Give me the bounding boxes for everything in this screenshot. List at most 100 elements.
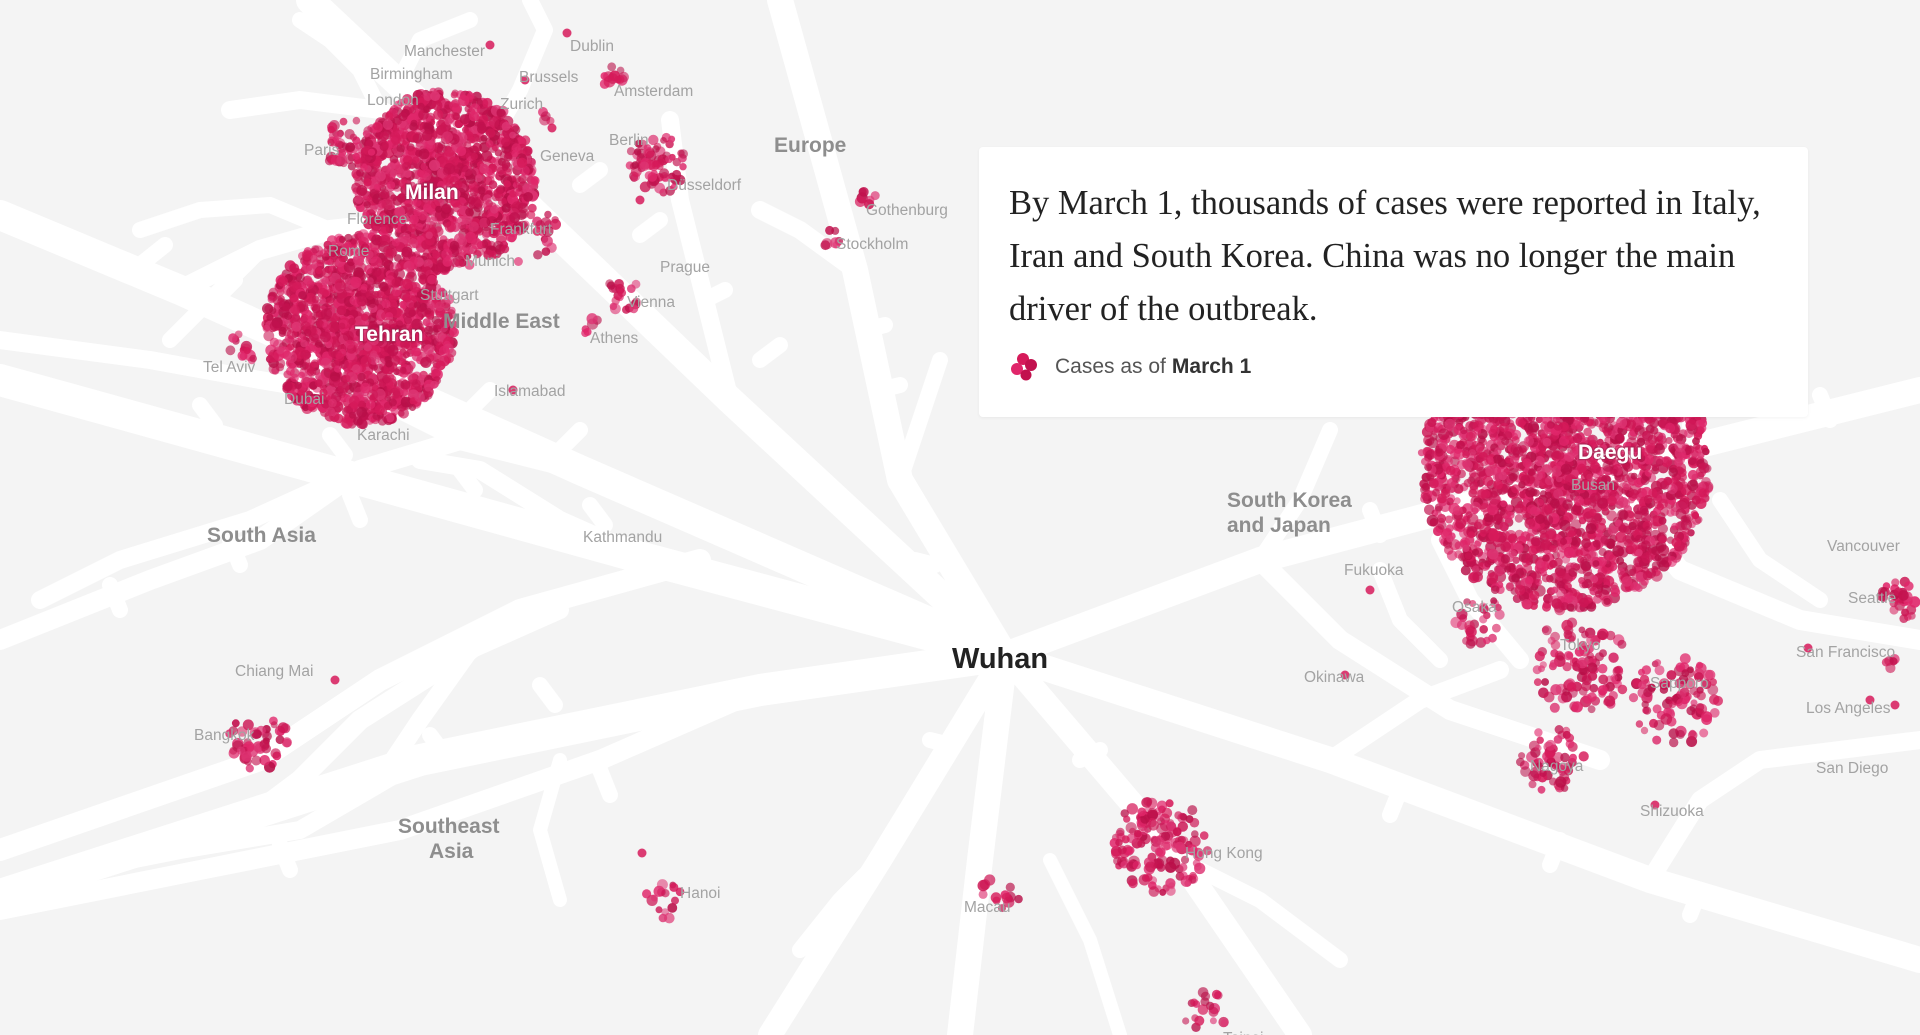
case-dot xyxy=(401,131,409,140)
case-dot xyxy=(414,391,426,403)
case-dot xyxy=(311,245,320,254)
case-dot xyxy=(421,130,433,141)
case-dot xyxy=(491,193,500,202)
case-dot xyxy=(282,381,293,392)
case-dot xyxy=(475,174,483,182)
case-dot xyxy=(458,95,470,107)
case-dot xyxy=(342,374,351,383)
case-dot xyxy=(379,234,391,246)
case-dot xyxy=(360,283,368,291)
case-dot xyxy=(412,133,423,144)
case-dot xyxy=(357,372,366,382)
case-dot xyxy=(326,407,336,417)
case-dot xyxy=(428,159,441,171)
case-dot xyxy=(441,131,453,143)
case-dot xyxy=(1655,458,1664,467)
case-dot xyxy=(430,91,441,102)
case-dot xyxy=(407,148,416,156)
case-dot xyxy=(300,339,308,348)
case-dot xyxy=(423,121,435,132)
case-dot xyxy=(456,146,467,157)
case-dot xyxy=(349,395,360,407)
case-dot xyxy=(423,259,434,269)
case-dot xyxy=(321,267,333,278)
case-dot xyxy=(1422,492,1431,502)
case-dot xyxy=(1417,449,1426,457)
case-dot xyxy=(1632,518,1640,526)
case-dot xyxy=(1477,446,1489,458)
case-dot xyxy=(1504,515,1513,524)
case-dot xyxy=(1603,597,1611,606)
case-dot xyxy=(443,163,456,175)
case-dot xyxy=(371,290,380,299)
case-dot xyxy=(509,131,517,139)
case-dot xyxy=(1702,447,1710,456)
case-dot xyxy=(341,415,350,423)
case-dot xyxy=(1687,469,1699,481)
case-dot xyxy=(465,246,474,255)
case-dot xyxy=(387,214,396,224)
case-dot xyxy=(398,112,408,122)
case-dot xyxy=(338,322,346,330)
case-dot xyxy=(368,300,377,309)
case-dot xyxy=(501,121,511,131)
case-dot xyxy=(291,321,302,332)
case-dot xyxy=(418,148,430,160)
case-dot xyxy=(477,186,486,195)
case-dot xyxy=(363,201,371,209)
case-dot xyxy=(1462,450,1470,459)
case-dot xyxy=(1481,489,1490,498)
case-dot xyxy=(1471,548,1480,556)
case-dot xyxy=(386,248,394,257)
case-dot xyxy=(315,267,323,275)
case-dot xyxy=(373,183,381,191)
case-dot xyxy=(383,376,391,384)
case-dot xyxy=(419,273,427,280)
case-dot xyxy=(1616,556,1625,565)
case-dot xyxy=(277,297,286,306)
case-dot xyxy=(1462,460,1473,471)
case-dot xyxy=(356,406,368,418)
case-dot xyxy=(1536,498,1544,506)
case-dot xyxy=(437,181,446,189)
case-dot xyxy=(290,304,300,315)
case-dot xyxy=(423,105,431,113)
case-dot xyxy=(1424,504,1435,516)
case-dot xyxy=(393,100,403,110)
case-dot xyxy=(530,176,540,186)
case-dot xyxy=(357,229,370,241)
case-dot xyxy=(1685,419,1697,431)
case-dot xyxy=(325,297,335,307)
case-dot xyxy=(371,266,382,277)
case-dot xyxy=(477,124,487,134)
case-dot xyxy=(378,188,389,199)
case-dot xyxy=(1511,573,1520,583)
case-dot xyxy=(409,214,419,225)
case-dot xyxy=(354,195,364,204)
case-dot xyxy=(1698,418,1708,428)
case-dot xyxy=(310,359,320,368)
case-dot xyxy=(490,205,499,214)
case-dot xyxy=(290,373,299,383)
case-dot xyxy=(400,379,411,390)
case-dot xyxy=(345,339,355,349)
case-dot xyxy=(411,347,421,357)
case-dot xyxy=(384,356,392,364)
case-dot xyxy=(401,246,413,258)
case-dot xyxy=(1514,514,1524,523)
case-dot xyxy=(320,357,332,369)
case-dot xyxy=(483,249,494,261)
case-dot xyxy=(370,350,378,358)
case-dot xyxy=(1568,441,1576,450)
case-dot xyxy=(482,97,493,109)
case-dot xyxy=(1479,457,1489,467)
case-dot xyxy=(392,195,403,206)
case-dot xyxy=(335,352,345,362)
case-dot xyxy=(1527,526,1538,537)
case-dot xyxy=(1607,525,1618,536)
case-dot xyxy=(488,117,500,128)
case-dot xyxy=(1457,469,1466,479)
case-dot xyxy=(300,349,311,360)
case-dot xyxy=(434,189,444,199)
